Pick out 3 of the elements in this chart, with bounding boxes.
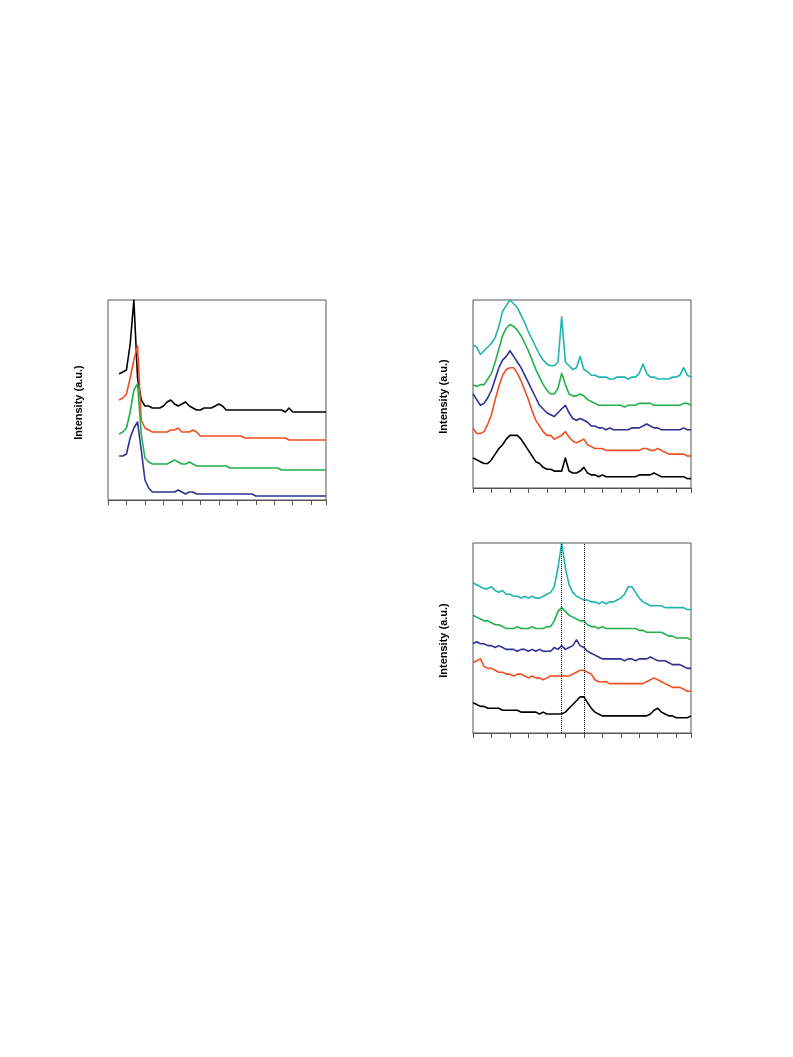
y-axis-title: Intensity (a.u.) — [436, 358, 449, 434]
y-axis-title: Intensity (a.u.) — [71, 364, 84, 440]
y-axis-title: Intensity (a.u.) — [436, 602, 449, 678]
